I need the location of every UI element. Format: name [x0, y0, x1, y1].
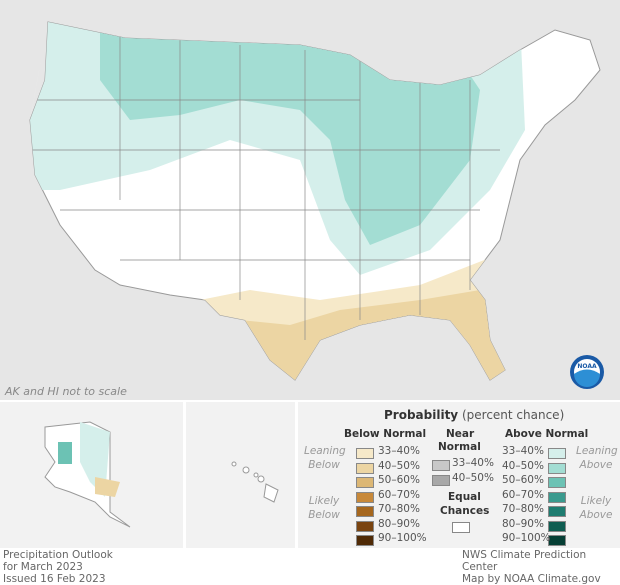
legend-title: Probability — [384, 408, 459, 422]
below-swatch-1 — [356, 462, 374, 474]
above-swatch-6 — [548, 535, 566, 546]
below-label-4: 70–80% — [378, 503, 420, 515]
noaa-logo-text: NOAA — [577, 363, 597, 370]
near-40-50-label: 40–50% — [452, 472, 494, 484]
near-normal-heading-1: Near — [446, 428, 475, 440]
issue-date: Issued 16 Feb 2023 — [3, 573, 106, 585]
above-swatch-4 — [548, 506, 566, 517]
above-label-2: 50–60% — [502, 474, 544, 486]
outlook-period: for March 2023 — [3, 561, 83, 573]
above-swatch-1 — [548, 462, 566, 474]
equal-chances-swatch — [452, 522, 470, 533]
above-label-1: 40–50% — [502, 459, 544, 472]
likely-below-label: Likely Below — [308, 495, 340, 521]
leaning-below-label: Leaning Below — [304, 445, 346, 471]
near-40-50-swatch — [432, 475, 450, 486]
below-swatch-3 — [356, 491, 374, 503]
likely-above-label: Likely Above — [579, 495, 613, 521]
near-33-40-label: 33–40% — [452, 457, 494, 469]
conus-map: NOAA AK and HI not to scale — [0, 0, 620, 400]
above-label-5: 80–90% — [502, 517, 544, 530]
outlook-title: Precipitation Outlook — [3, 549, 113, 561]
below-normal-heading: Below Normal — [344, 428, 427, 440]
above-swatch-3 — [548, 491, 566, 503]
footer-left: Precipitation Outlook for March 2023 Iss… — [3, 549, 113, 585]
alaska-above-region — [80, 422, 110, 497]
below-label-3: 60–70% — [378, 488, 420, 501]
below-label-0: 33–40% — [378, 445, 420, 457]
below-label-6: 90–100% — [378, 532, 427, 544]
legend-subtitle: (percent chance) — [461, 408, 565, 422]
alaska-likely-above-region — [58, 442, 72, 464]
credit-cpc: NWS Climate Prediction Center — [462, 549, 587, 573]
footer-right: NWS Climate Prediction Center Map by NOA… — [462, 549, 620, 585]
hawaii-islands — [231, 461, 279, 503]
credit-climate-gov: Map by NOAA Climate.gov — [462, 573, 601, 585]
map-svg: NOAA — [0, 0, 620, 400]
leaning-above-40-50-region — [100, 30, 480, 245]
leaning-above-label: Leaning Above — [576, 445, 618, 471]
above-label-6: 90–100% — [502, 532, 551, 544]
hawaii-inset — [186, 402, 295, 548]
near-normal-heading-2: Normal — [438, 441, 481, 453]
noaa-logo: NOAA — [570, 355, 604, 389]
scale-note: AK and HI not to scale — [5, 385, 127, 398]
below-swatch-5 — [356, 520, 374, 532]
above-label-4: 70–80% — [502, 503, 544, 515]
above-label-3: 60–70% — [502, 488, 544, 501]
below-swatch-6 — [356, 535, 374, 546]
below-label-1: 40–50% — [378, 459, 420, 472]
below-swatch-0 — [356, 448, 374, 459]
above-label-0: 33–40% — [502, 445, 544, 457]
below-swatch-4 — [356, 506, 374, 517]
alaska-below-region — [95, 477, 120, 497]
state-borders — [30, 30, 500, 340]
above-normal-heading: Above Normal — [505, 428, 589, 440]
above-swatch-0 — [548, 448, 566, 459]
above-swatch-2 — [548, 477, 566, 488]
legend: Probability (percent chance) Below Norma… — [298, 402, 620, 548]
alaska-inset — [0, 402, 183, 548]
equal-chances-heading-1: Equal — [448, 491, 481, 503]
below-label-5: 80–90% — [378, 517, 420, 530]
below-label-2: 50–60% — [378, 474, 420, 486]
near-33-40-swatch — [432, 460, 450, 471]
equal-chances-heading-2: Chances — [440, 505, 490, 517]
below-swatch-2 — [356, 477, 374, 488]
above-swatch-5 — [548, 520, 566, 532]
